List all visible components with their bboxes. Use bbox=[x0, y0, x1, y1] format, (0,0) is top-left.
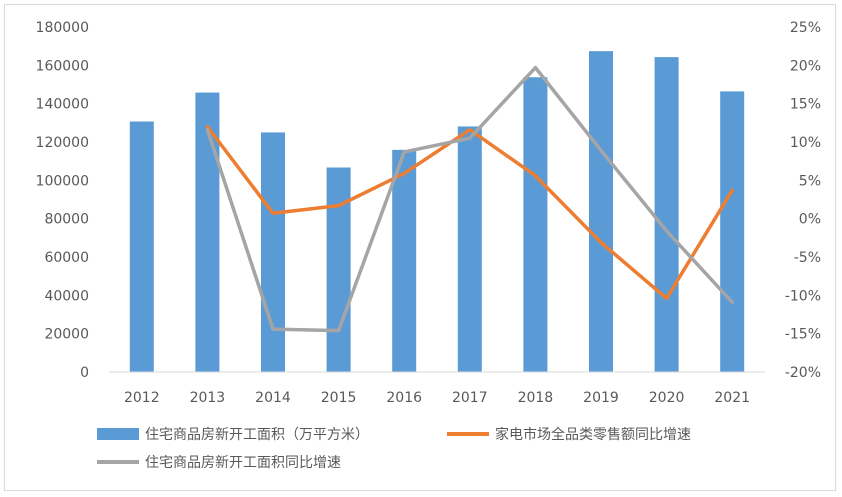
x-tick-label: 2020 bbox=[649, 390, 685, 406]
x-tick-label: 2017 bbox=[452, 390, 488, 406]
bar bbox=[129, 121, 154, 372]
right-tick-label: 15% bbox=[790, 97, 821, 113]
left-tick-label: 100000 bbox=[36, 173, 89, 189]
bar bbox=[589, 51, 613, 373]
series-line bbox=[205, 65, 734, 333]
right-tick-label: -5% bbox=[794, 250, 821, 266]
right-tick-label: 20% bbox=[790, 58, 821, 74]
right-tick-label: 0% bbox=[799, 212, 821, 228]
chart-frame: 0 20000 40000 60000 80000 100000 120000 140000 1… bbox=[4, 4, 836, 491]
left-tick-label: 120000 bbox=[36, 135, 89, 151]
right-tick-label: 5% bbox=[799, 173, 821, 189]
left-tick-label: 40000 bbox=[44, 288, 89, 304]
x-tick-label: 2014 bbox=[255, 390, 291, 406]
legend-swatch bbox=[97, 428, 139, 440]
left-axis-ticks: 0 20000 40000 60000 80000 100000 120000 140000 1… bbox=[36, 20, 89, 381]
right-tick-label: -20% bbox=[785, 365, 821, 381]
bar bbox=[392, 149, 417, 372]
bar bbox=[261, 132, 285, 372]
legend-label: 住宅商品房新开工面积同比增速 bbox=[145, 455, 341, 471]
left-tick-label: 160000 bbox=[36, 58, 89, 74]
left-tick-label: 20000 bbox=[44, 327, 89, 343]
bar bbox=[523, 77, 548, 372]
legend: 住宅商品房新开工面积（万平方米） 家电市场全品类零售额同比增速住宅商品房新开工面积… bbox=[97, 426, 691, 471]
x-axis-ticks: 2012 2013 2014 2015 2016 2017 2018 2019 2020 2021 bbox=[124, 390, 750, 406]
x-tick-label: 2012 bbox=[124, 390, 160, 406]
x-tick-label: 2016 bbox=[386, 390, 422, 406]
x-tick-label: 2013 bbox=[190, 390, 226, 406]
x-tick-label: 2018 bbox=[518, 390, 554, 406]
right-axis-ticks: -20% -15% -10% -5% 0% 5% 10% 15% 20% 25% bbox=[785, 20, 821, 381]
bar bbox=[457, 126, 482, 372]
series-line bbox=[205, 124, 734, 301]
right-tick-label: 25% bbox=[790, 20, 821, 36]
bar bbox=[720, 91, 745, 373]
legend-label: 家电市场全品类零售额同比增速 bbox=[495, 426, 691, 443]
left-tick-label: 180000 bbox=[36, 20, 89, 36]
bar bbox=[326, 167, 351, 372]
left-tick-label: 140000 bbox=[36, 97, 89, 113]
bar bbox=[654, 57, 679, 372]
right-tick-label: -10% bbox=[785, 288, 821, 304]
x-tick-label: 2019 bbox=[583, 390, 619, 406]
right-tick-label: -15% bbox=[785, 327, 821, 343]
left-tick-label: 80000 bbox=[44, 212, 89, 228]
legend-label: 住宅商品房新开工面积（万平方米） bbox=[145, 427, 369, 443]
line-series bbox=[205, 65, 734, 333]
chart: 0 20000 40000 60000 80000 100000 120000 140000 1… bbox=[36, 20, 821, 471]
left-tick-label: 60000 bbox=[44, 250, 89, 266]
left-tick-label: 0 bbox=[80, 365, 89, 381]
x-tick-label: 2021 bbox=[714, 390, 750, 406]
right-tick-label: 10% bbox=[790, 135, 821, 151]
x-tick-label: 2015 bbox=[321, 390, 357, 406]
